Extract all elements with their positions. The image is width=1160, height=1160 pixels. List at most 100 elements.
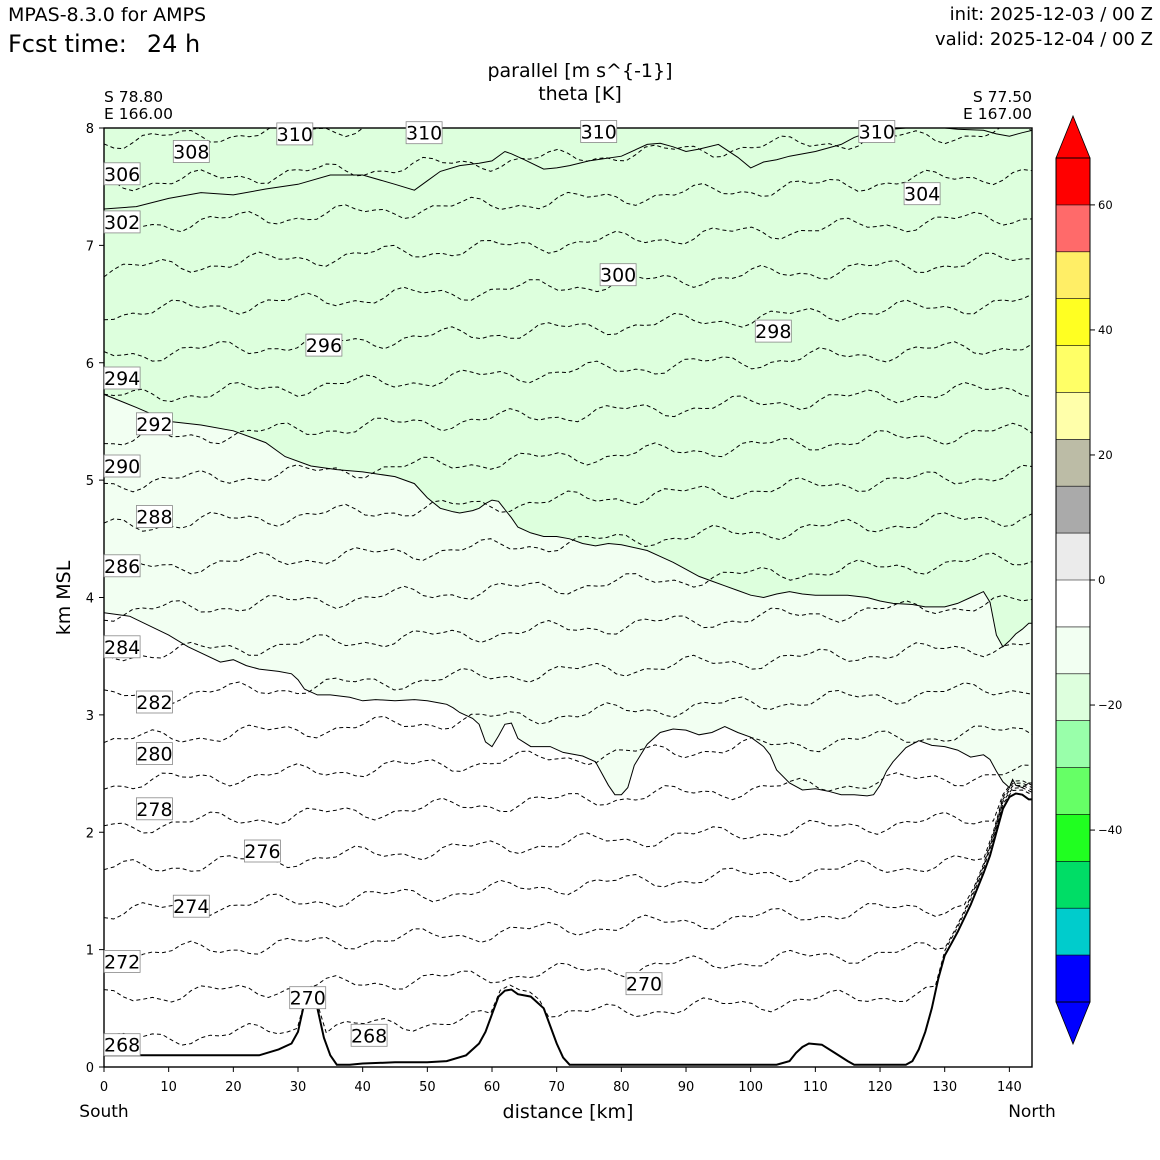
theta-contour-296 <box>104 381 1032 446</box>
theta-label: 270 <box>289 986 327 1010</box>
colorbar-tick-label: 40 <box>1098 323 1113 337</box>
colorbar-swatch <box>1056 392 1090 440</box>
x-tick-label: 50 <box>419 1080 436 1095</box>
x-tick-label: 120 <box>868 1080 893 1095</box>
left-endpoint: S 78.80 E 166.00 <box>104 89 173 123</box>
theta-label-text: 290 <box>104 456 140 478</box>
theta-contour-298 <box>104 341 1032 403</box>
x-tick-label: 130 <box>932 1080 957 1095</box>
x-tick-label: 40 <box>354 1080 371 1095</box>
theta-label: 268 <box>103 1033 141 1057</box>
theta-label-text: 282 <box>136 692 172 714</box>
theta-label-box <box>405 121 443 145</box>
colorbar-swatch <box>1056 955 1090 1002</box>
theta-label-text: 274 <box>173 896 209 918</box>
valid-time: valid: 2025-12-04 / 00 Z <box>935 29 1153 50</box>
colorbar-swatch <box>1056 439 1090 487</box>
x-tick-label: 70 <box>548 1080 565 1095</box>
theta-label: 272 <box>103 950 141 973</box>
theta-label-box <box>350 1023 388 1047</box>
x-tick-label: 90 <box>678 1080 695 1095</box>
theta-label: 274 <box>172 894 210 918</box>
theta-contour-274 <box>104 782 1032 920</box>
theta-label-text: 270 <box>626 974 662 996</box>
theta-label-box <box>903 182 941 206</box>
theta-contour-286 <box>104 594 1032 662</box>
theta-label: 278 <box>135 797 173 821</box>
parallel-contour-minus12 <box>104 393 1032 648</box>
theta-label-text: 302 <box>104 212 140 234</box>
theta-contour-292 <box>104 464 1032 532</box>
terrain-outline <box>104 792 1032 1066</box>
theta-label: 292 <box>135 412 173 436</box>
theta-contour-300 <box>104 293 1032 362</box>
y-tick-label: 7 <box>86 239 94 254</box>
theta-label: 308 <box>172 140 210 164</box>
theta-label-box <box>172 140 210 163</box>
y-tick-label: 2 <box>86 826 94 841</box>
colorbar-swatch <box>1056 767 1090 815</box>
theta-contour-280 <box>104 725 1032 790</box>
y-tick-label: 4 <box>86 592 94 607</box>
theta-label-text: 306 <box>104 164 140 186</box>
theta-label-text: 288 <box>136 507 172 529</box>
direction-south: South <box>79 1102 128 1122</box>
right-endpoint-lon: E 167.00 <box>963 105 1032 123</box>
theta-contour-304 <box>104 211 1032 278</box>
x-tick-label: 0 <box>100 1080 108 1095</box>
theta-label-box <box>135 505 173 528</box>
theta-label-text: 272 <box>104 951 140 973</box>
y-tick-label: 5 <box>86 474 94 489</box>
theta-label: 310 <box>405 121 443 145</box>
x-tick-label: 80 <box>613 1080 630 1095</box>
theta-label: 302 <box>103 210 141 234</box>
colorbar-tick-label: 0 <box>1098 573 1105 587</box>
left-endpoint-lon: E 166.00 <box>104 105 173 123</box>
theta-label-box <box>103 635 141 659</box>
y-tick-label: 0 <box>86 1061 94 1076</box>
theta-label-text: 310 <box>406 123 442 145</box>
theta-label-box <box>103 162 141 186</box>
theta-contour-276 <box>104 780 1032 872</box>
terrain-fill <box>104 793 1032 1067</box>
theta-label-box <box>103 454 141 478</box>
theta-label-text: 310 <box>859 122 895 144</box>
theta-label-box <box>135 412 173 436</box>
x-tick-label: 10 <box>160 1080 177 1095</box>
left-endpoint-lat: S 78.80 <box>104 88 164 106</box>
theta-label-text: 280 <box>136 744 172 766</box>
theta-label-text: 270 <box>290 988 326 1010</box>
colorbar-tick-label: 20 <box>1098 448 1113 462</box>
theta-contour-302 <box>104 252 1032 321</box>
colorbar-extend-under <box>1055 1001 1091 1046</box>
theta-label-text: 286 <box>104 556 140 578</box>
theta-contour-268 <box>104 789 1032 1046</box>
theta-label-box <box>103 554 141 578</box>
theta-label-box <box>289 986 327 1010</box>
theta-label-text: 296 <box>306 335 342 357</box>
theta-label-box <box>599 263 637 287</box>
colorbar-swatch <box>1056 533 1090 580</box>
theta-label: 296 <box>305 333 343 357</box>
theta-label: 294 <box>103 366 141 390</box>
theta-label: 304 <box>903 182 941 206</box>
theta-label: 290 <box>103 454 141 478</box>
theta-label-box <box>103 950 141 973</box>
theta-contour-288 <box>104 552 1032 622</box>
x-tick-label: 110 <box>803 1080 828 1095</box>
y-tick-label: 3 <box>86 709 94 724</box>
theta-label-box <box>276 122 314 146</box>
theta-label-text: 294 <box>104 368 140 390</box>
colorbar-swatch <box>1056 720 1090 768</box>
theta-label-box <box>580 120 618 143</box>
colorbar-swatch <box>1056 814 1090 862</box>
x-tick-label: 30 <box>290 1080 307 1095</box>
theta-label-box <box>103 210 141 234</box>
colorbar-swatch <box>1056 251 1090 299</box>
theta-label: 268 <box>350 1023 388 1047</box>
theta-label: 284 <box>103 635 141 659</box>
colorbar-swatch <box>1056 673 1090 721</box>
right-endpoint: S 77.50 E 167.00 <box>963 89 1032 123</box>
forecast-time-value: 24 h <box>146 30 201 58</box>
